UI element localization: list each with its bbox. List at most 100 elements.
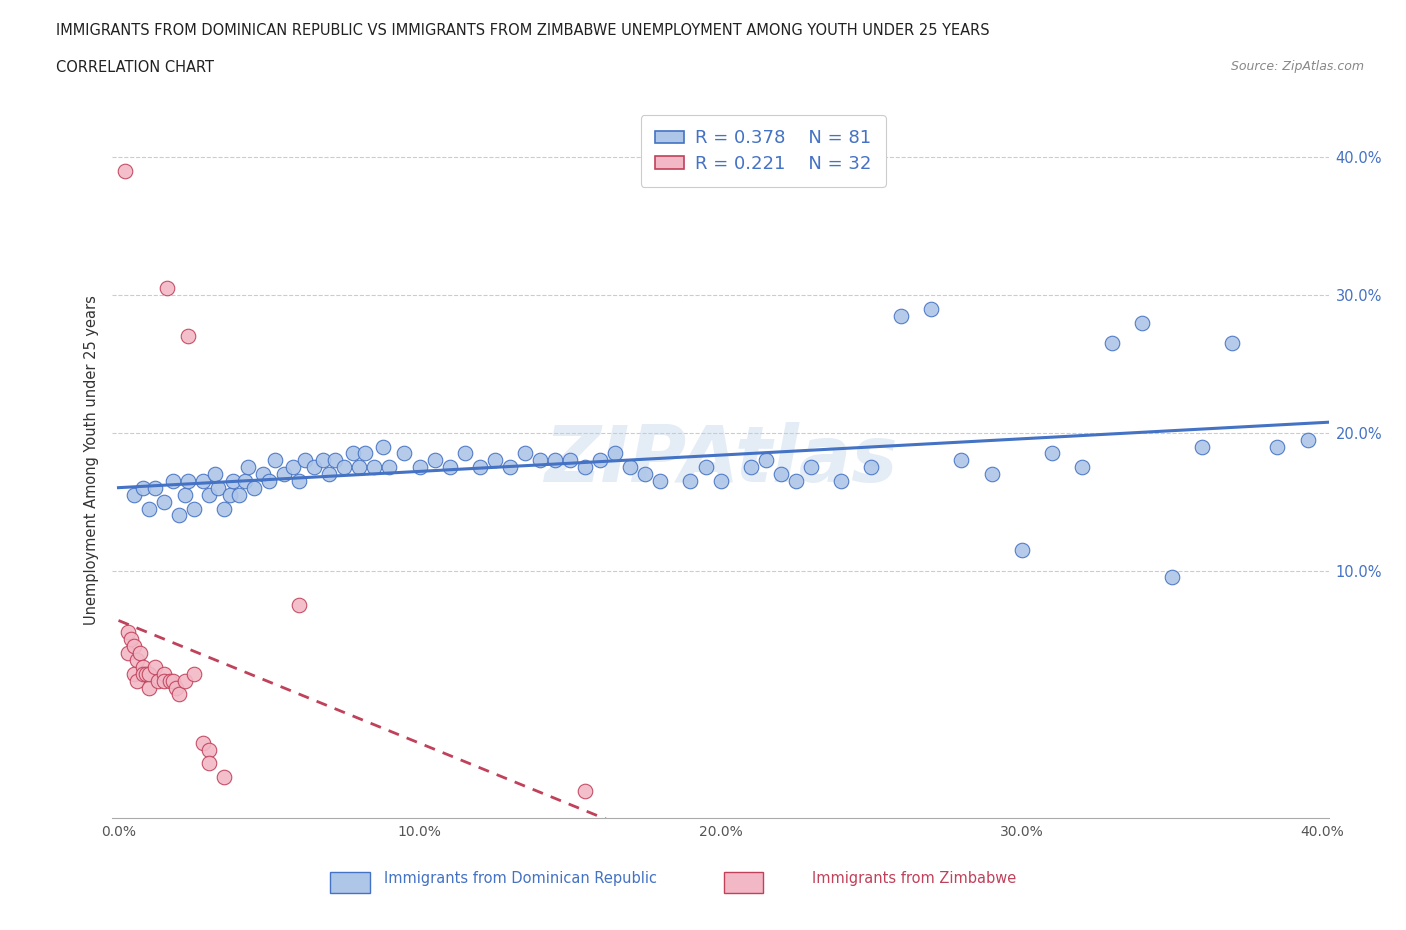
- Point: [288, 597, 311, 612]
- Point: [1220, 336, 1243, 351]
- Point: [152, 494, 174, 509]
- Point: [408, 459, 430, 474]
- Text: ZIPAtlas: ZIPAtlas: [544, 422, 897, 498]
- Point: [288, 473, 311, 488]
- Text: IMMIGRANTS FROM DOMINICAN REPUBLIC VS IMMIGRANTS FROM ZIMBABWE UNEMPLOYMENT AMON: IMMIGRANTS FROM DOMINICAN REPUBLIC VS IM…: [56, 23, 990, 38]
- Text: Immigrants from Dominican Republic: Immigrants from Dominican Republic: [384, 871, 657, 886]
- Point: [122, 667, 145, 682]
- Point: [131, 659, 153, 674]
- Point: [212, 770, 235, 785]
- Point: [439, 459, 461, 474]
- Point: [454, 446, 477, 461]
- Point: [156, 281, 179, 296]
- Point: [204, 467, 226, 482]
- Point: [1161, 570, 1184, 585]
- Point: [120, 632, 142, 647]
- Point: [950, 453, 973, 468]
- Point: [128, 645, 150, 660]
- Y-axis label: Unemployment Among Youth under 25 years: Unemployment Among Youth under 25 years: [83, 296, 98, 625]
- Point: [131, 481, 153, 496]
- Point: [363, 459, 385, 474]
- Point: [544, 453, 567, 468]
- Text: Source: ZipAtlas.com: Source: ZipAtlas.com: [1230, 60, 1364, 73]
- Point: [558, 453, 581, 468]
- Point: [769, 467, 792, 482]
- Point: [679, 473, 702, 488]
- Text: CORRELATION CHART: CORRELATION CHART: [56, 60, 214, 75]
- Point: [529, 453, 551, 468]
- Point: [349, 459, 371, 474]
- Point: [191, 473, 214, 488]
- Point: [484, 453, 506, 468]
- Point: [114, 164, 136, 179]
- Point: [198, 487, 221, 502]
- Point: [167, 508, 190, 523]
- Point: [920, 301, 942, 316]
- Point: [574, 459, 596, 474]
- Point: [860, 459, 883, 474]
- Point: [146, 673, 169, 688]
- Point: [323, 453, 346, 468]
- Point: [183, 667, 205, 682]
- Point: [264, 453, 287, 468]
- Point: [236, 459, 259, 474]
- Point: [117, 645, 139, 660]
- Point: [373, 439, 395, 454]
- Text: Immigrants from Zimbabwe: Immigrants from Zimbabwe: [811, 871, 1017, 886]
- Point: [135, 667, 157, 682]
- Legend: R = 0.378    N = 81, R = 0.221    N = 32: R = 0.378 N = 81, R = 0.221 N = 32: [641, 115, 886, 187]
- Point: [394, 446, 416, 461]
- Point: [143, 659, 166, 674]
- Point: [423, 453, 446, 468]
- Point: [1267, 439, 1289, 454]
- Point: [191, 736, 214, 751]
- Point: [177, 329, 200, 344]
- Point: [122, 487, 145, 502]
- Point: [468, 459, 491, 474]
- Point: [709, 473, 731, 488]
- Point: [378, 459, 401, 474]
- Point: [574, 783, 596, 798]
- Point: [1101, 336, 1123, 351]
- Point: [1191, 439, 1213, 454]
- Point: [252, 467, 274, 482]
- Point: [243, 481, 266, 496]
- Point: [117, 625, 139, 640]
- Point: [219, 487, 242, 502]
- Point: [167, 687, 190, 702]
- Point: [183, 501, 205, 516]
- Point: [312, 453, 335, 468]
- Point: [800, 459, 823, 474]
- Point: [273, 467, 295, 482]
- Point: [740, 459, 762, 474]
- Point: [513, 446, 536, 461]
- Point: [152, 673, 174, 688]
- Point: [138, 501, 160, 516]
- Point: [165, 680, 187, 695]
- Point: [198, 756, 221, 771]
- Point: [785, 473, 807, 488]
- Point: [890, 309, 912, 324]
- Point: [589, 453, 612, 468]
- Point: [980, 467, 1002, 482]
- Point: [605, 446, 627, 461]
- Point: [177, 473, 200, 488]
- Point: [131, 667, 153, 682]
- Point: [143, 481, 166, 496]
- Point: [212, 501, 235, 516]
- Point: [162, 473, 184, 488]
- Point: [257, 473, 280, 488]
- Point: [333, 459, 356, 474]
- Point: [125, 673, 148, 688]
- Point: [122, 639, 145, 654]
- Point: [138, 667, 160, 682]
- Point: [1011, 542, 1033, 557]
- Point: [1296, 432, 1319, 447]
- Point: [198, 742, 221, 757]
- Point: [830, 473, 852, 488]
- Point: [499, 459, 522, 474]
- Point: [354, 446, 377, 461]
- Point: [138, 680, 160, 695]
- Point: [233, 473, 256, 488]
- Point: [125, 653, 148, 668]
